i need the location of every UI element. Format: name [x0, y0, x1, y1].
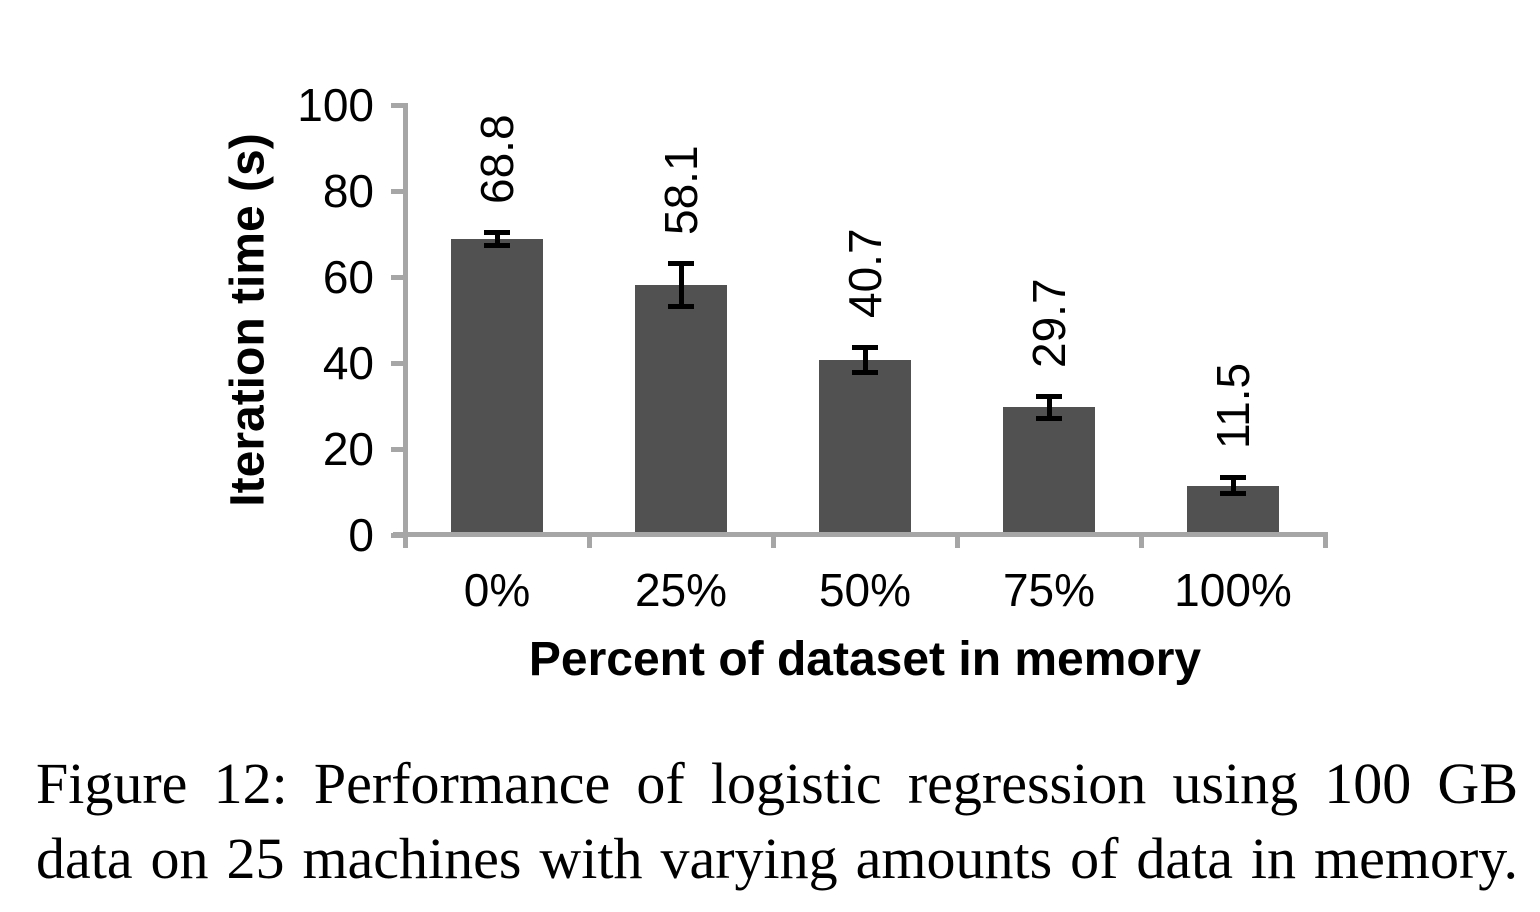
error-bar-cap	[1036, 394, 1062, 400]
error-bar-cap	[484, 230, 510, 236]
bar-chart: Iteration time (s) Percent of dataset in…	[222, 79, 1328, 686]
error-bar-cap	[852, 370, 878, 376]
bar	[819, 359, 911, 537]
bar	[1003, 407, 1095, 537]
error-bar-cap	[668, 304, 694, 310]
error-bar-cap	[1220, 490, 1246, 496]
y-tick-label: 0	[348, 509, 374, 561]
caption-line-1: Figure 12: Performance of logistic regre…	[36, 751, 1518, 816]
y-tick-label: 80	[322, 165, 374, 217]
error-bar	[862, 347, 868, 373]
y-tick-label: 100	[297, 79, 374, 131]
error-bar	[1230, 477, 1236, 494]
x-tick-label: 50%	[818, 564, 912, 616]
bar-value-label: 68.8	[471, 114, 523, 204]
error-bar	[1046, 396, 1052, 419]
y-axis-line	[403, 103, 408, 537]
x-tick-mark	[1322, 532, 1328, 548]
error-bar	[494, 232, 500, 246]
x-tick-mark	[1138, 532, 1144, 548]
x-tick-label: 25%	[634, 564, 728, 616]
caption-line-2: data on 25 machines with varying amounts…	[36, 826, 1518, 891]
error-bar-cap	[484, 243, 510, 249]
x-tick-label: 100%	[1174, 564, 1292, 616]
y-tick-mark	[391, 360, 405, 366]
y-tick-label: 60	[322, 251, 374, 303]
y-tick-label: 20	[322, 423, 374, 475]
y-tick-mark	[391, 274, 405, 280]
y-tick-mark	[391, 102, 405, 108]
x-tick-mark	[954, 532, 960, 548]
y-tick-mark	[391, 532, 405, 538]
bar-value-label: 40.7	[839, 228, 891, 319]
x-axis-line	[393, 532, 1327, 537]
error-bar-cap	[1036, 415, 1062, 421]
x-axis-title: Percent of dataset in memory	[528, 633, 1202, 686]
x-tick-mark	[586, 532, 592, 548]
y-tick-mark	[391, 188, 405, 194]
x-tick-label: 75%	[1002, 564, 1096, 616]
error-bar	[678, 263, 684, 307]
bar	[451, 239, 543, 537]
error-bar-cap	[668, 261, 694, 267]
bar-value-label: 11.5	[1207, 362, 1259, 449]
error-bar-cap	[852, 344, 878, 350]
error-bar-cap	[1220, 475, 1246, 481]
y-tick-label: 40	[322, 337, 374, 389]
bar-value-label: 29.7	[1023, 278, 1075, 368]
y-tick-mark	[391, 446, 405, 452]
figure-caption: Figure 12: Performance of logistic regre…	[36, 746, 1518, 896]
bar-value-label: 58.1	[655, 145, 707, 235]
x-tick-label: 0%	[463, 564, 531, 616]
x-tick-mark	[770, 532, 776, 548]
bar	[635, 285, 727, 537]
x-tick-mark	[402, 532, 408, 548]
